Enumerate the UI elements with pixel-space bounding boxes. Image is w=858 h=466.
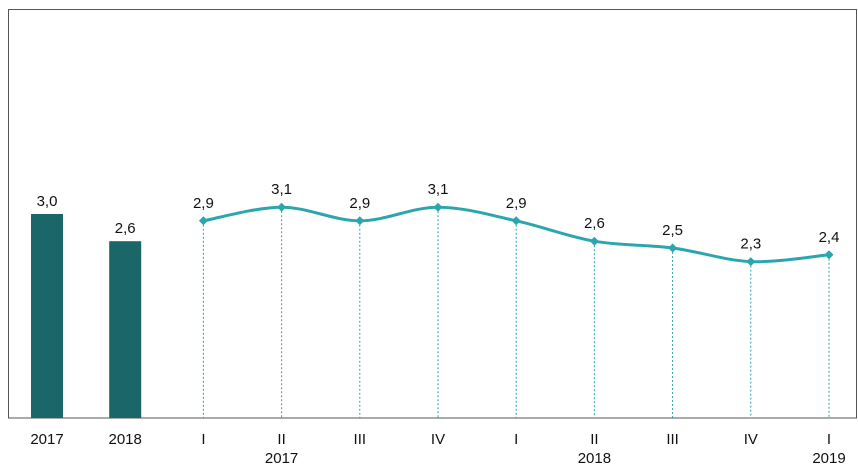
value-label: 2,3 [740, 236, 761, 253]
marker [198, 216, 208, 226]
x-tick-label: II [277, 431, 285, 448]
group-label: 2018 [578, 450, 611, 466]
x-tick-label: I [827, 431, 831, 448]
x-tick-label: I [514, 431, 518, 448]
marker [668, 243, 678, 253]
bar [31, 214, 63, 418]
plot-frame [8, 9, 857, 419]
marker [355, 216, 365, 226]
value-label: 2,4 [819, 229, 840, 246]
value-label: 3,1 [271, 181, 292, 198]
x-tick-label: III [354, 431, 367, 448]
x-tick-label: II [590, 431, 598, 448]
marker [433, 202, 443, 212]
x-tick-label: IV [744, 431, 758, 448]
value-label: 2,5 [662, 222, 683, 239]
value-label: 2,9 [506, 195, 527, 212]
value-label: 2,6 [584, 215, 605, 232]
x-tick-label: 2017 [30, 431, 63, 448]
value-label: 3,1 [428, 181, 449, 198]
value-label: 3,0 [37, 193, 58, 210]
x-tick-label: 2018 [109, 431, 142, 448]
marker [589, 236, 599, 246]
x-tick-label: IV [431, 431, 445, 448]
marker [824, 250, 834, 260]
value-label: 2,9 [349, 195, 370, 212]
x-tick-label: III [666, 431, 679, 448]
marker [746, 257, 756, 267]
marker [511, 216, 521, 226]
value-label: 2,9 [193, 195, 214, 212]
marker [277, 202, 287, 212]
group-label: 2017 [265, 450, 298, 466]
x-tick-label: I [201, 431, 205, 448]
bar [109, 241, 142, 418]
group-label: 2019 [812, 450, 845, 466]
value-label: 2,6 [115, 220, 136, 237]
